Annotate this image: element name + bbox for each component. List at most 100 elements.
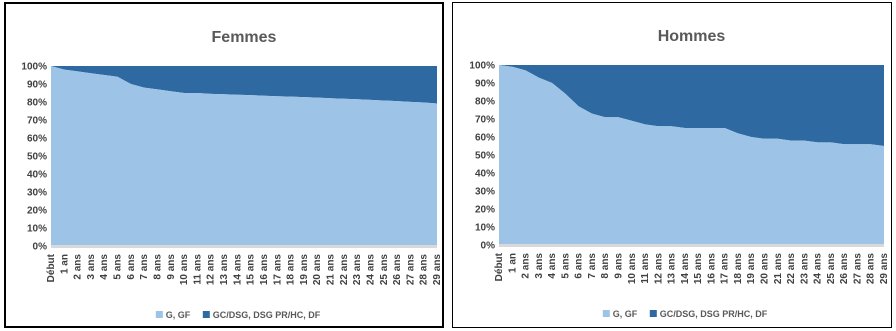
x-tick-label: 7 ans	[139, 254, 150, 280]
x-tick-label: 3 ans	[534, 253, 545, 279]
x-tick-label: 29 ans	[879, 253, 890, 285]
x-axis-baseline	[51, 245, 437, 248]
chart-femmes: Femmes 0% 10% 20% 30% 40% 50% 60% 70% 80% 90% 100% D…	[21, 29, 442, 320]
x-tick-label: 1 an	[507, 253, 518, 273]
chart-title: Femmes	[212, 29, 277, 46]
x-tick-label: 21 ans	[326, 254, 337, 286]
series-area-g-gf	[499, 65, 884, 245]
legend-label: GC/DSG, DSG PR/HC, DF	[213, 310, 321, 320]
chart-panel-hommes: Hommes 0% 10% 20% 30% 40% 50% 60% 70% 80% 90% 100% D…	[452, 2, 892, 328]
y-tick-label: 50%	[475, 151, 495, 162]
x-tick-label: 9 ans	[613, 253, 624, 279]
x-tick-label: 25 ans	[826, 253, 837, 285]
y-tick-label: 80%	[475, 97, 495, 108]
x-tick-label: 14 ans	[232, 254, 243, 286]
x-tick-label: 19 ans	[299, 254, 310, 286]
x-tick-label: 19 ans	[746, 253, 757, 285]
x-tick-label: 23 ans	[799, 253, 810, 285]
y-tick-label: 0%	[481, 241, 496, 252]
chart-panel-femmes: Femmes 0% 10% 20% 30% 40% 50% 60% 70% 80% 90% 100% D…	[4, 2, 444, 328]
x-tick-label: 26 ans	[839, 253, 850, 285]
x-tick-label: 16 ans	[706, 253, 717, 285]
series-area-g-gf	[51, 66, 437, 246]
x-axis-baseline	[499, 244, 884, 247]
x-tick-label: 25 ans	[379, 254, 390, 286]
x-tick-label: 11 ans	[192, 254, 203, 285]
x-tick-label: 20 ans	[312, 254, 323, 286]
x-tick-label: 4 ans	[99, 254, 110, 280]
legend-swatch	[602, 310, 610, 317]
x-tick-label: 11 ans	[640, 253, 651, 284]
y-tick-label: 70%	[475, 115, 495, 126]
x-tick-label: Début	[46, 253, 57, 282]
y-tick-label: 30%	[475, 187, 495, 198]
y-tick-label: 50%	[27, 152, 47, 163]
x-tick-label: 18 ans	[733, 253, 744, 285]
x-tick-label: 7 ans	[587, 253, 598, 279]
y-tick-label: 90%	[475, 79, 495, 90]
x-tick-label: 3 ans	[86, 254, 97, 280]
x-tick-label: 22 ans	[786, 253, 797, 285]
x-tick-label: 17 ans	[272, 254, 283, 286]
x-tick-label: 5 ans	[113, 254, 124, 280]
legend-label: G, GF	[613, 309, 638, 319]
y-tick-label: 40%	[27, 170, 47, 181]
x-tick-label: 24 ans	[365, 254, 376, 286]
x-tick-label: 9 ans	[166, 254, 177, 280]
x-tick-label: 24 ans	[813, 253, 824, 285]
series-area-gc-dsg	[51, 66, 437, 104]
x-tick-label: 12 ans	[206, 254, 217, 286]
legend-swatch	[202, 311, 210, 318]
x-tick-label: 28 ans	[419, 254, 430, 286]
x-tick-label: 27 ans	[405, 254, 416, 286]
series-area-gc-dsg	[499, 65, 884, 146]
x-tick-label: Début	[494, 252, 505, 281]
x-tick-label: 6 ans	[126, 254, 137, 280]
x-tick-label: 16 ans	[259, 254, 270, 286]
x-tick-label: 15 ans	[246, 254, 257, 286]
x-tick-label: 4 ans	[547, 253, 558, 279]
y-tick-label: 10%	[27, 224, 47, 235]
y-tick-label: 100%	[21, 62, 47, 73]
x-tick-label: 13 ans	[667, 253, 678, 285]
y-tick-label: 10%	[475, 223, 495, 234]
y-tick-label: 20%	[475, 205, 495, 216]
x-tick-label: 17 ans	[720, 253, 731, 285]
x-tick-label: 23 ans	[352, 254, 363, 286]
chart-hommes: Hommes 0% 10% 20% 30% 40% 50% 60% 70% 80% 90% 100% D…	[469, 28, 890, 319]
x-tick-label: 26 ans	[392, 254, 403, 286]
x-tick-label: 1 an	[59, 254, 70, 274]
x-tick-label: 8 ans	[152, 254, 163, 280]
x-tick-label: 21 ans	[773, 253, 784, 285]
x-tick-label: 10 ans	[627, 253, 638, 285]
x-tick-label: 2 ans	[521, 253, 532, 279]
y-tick-label: 40%	[475, 169, 495, 180]
x-tick-label: 14 ans	[680, 253, 691, 285]
legend-swatch	[155, 311, 163, 318]
y-tick-label: 100%	[469, 61, 495, 72]
y-tick-label: 80%	[27, 98, 47, 109]
y-tick-label: 0%	[33, 242, 48, 253]
x-tick-label: 12 ans	[653, 253, 664, 285]
x-tick-label: 13 ans	[219, 254, 230, 286]
x-tick-label: 22 ans	[339, 254, 350, 286]
x-tick-label: 29 ans	[432, 254, 442, 286]
x-tick-label: 2 ans	[73, 254, 84, 280]
x-tick-label: 10 ans	[179, 254, 190, 286]
y-tick-label: 30%	[27, 188, 47, 199]
chart-title: Hommes	[658, 28, 726, 45]
x-tick-label: 5 ans	[560, 253, 571, 279]
legend-label: G, GF	[166, 310, 191, 320]
y-tick-label: 90%	[27, 80, 47, 91]
x-tick-label: 6 ans	[574, 253, 585, 279]
y-tick-label: 60%	[27, 134, 47, 145]
x-tick-label: 15 ans	[693, 253, 704, 285]
x-tick-label: 8 ans	[600, 253, 611, 279]
x-tick-label: 27 ans	[852, 253, 863, 285]
legend-swatch	[649, 310, 657, 317]
x-tick-label: 28 ans	[866, 253, 877, 285]
y-tick-label: 70%	[27, 116, 47, 127]
y-tick-label: 60%	[475, 133, 495, 144]
legend-label: GC/DSG, DSG PR/HC, DF	[660, 309, 768, 319]
x-tick-label: 20 ans	[760, 253, 771, 285]
